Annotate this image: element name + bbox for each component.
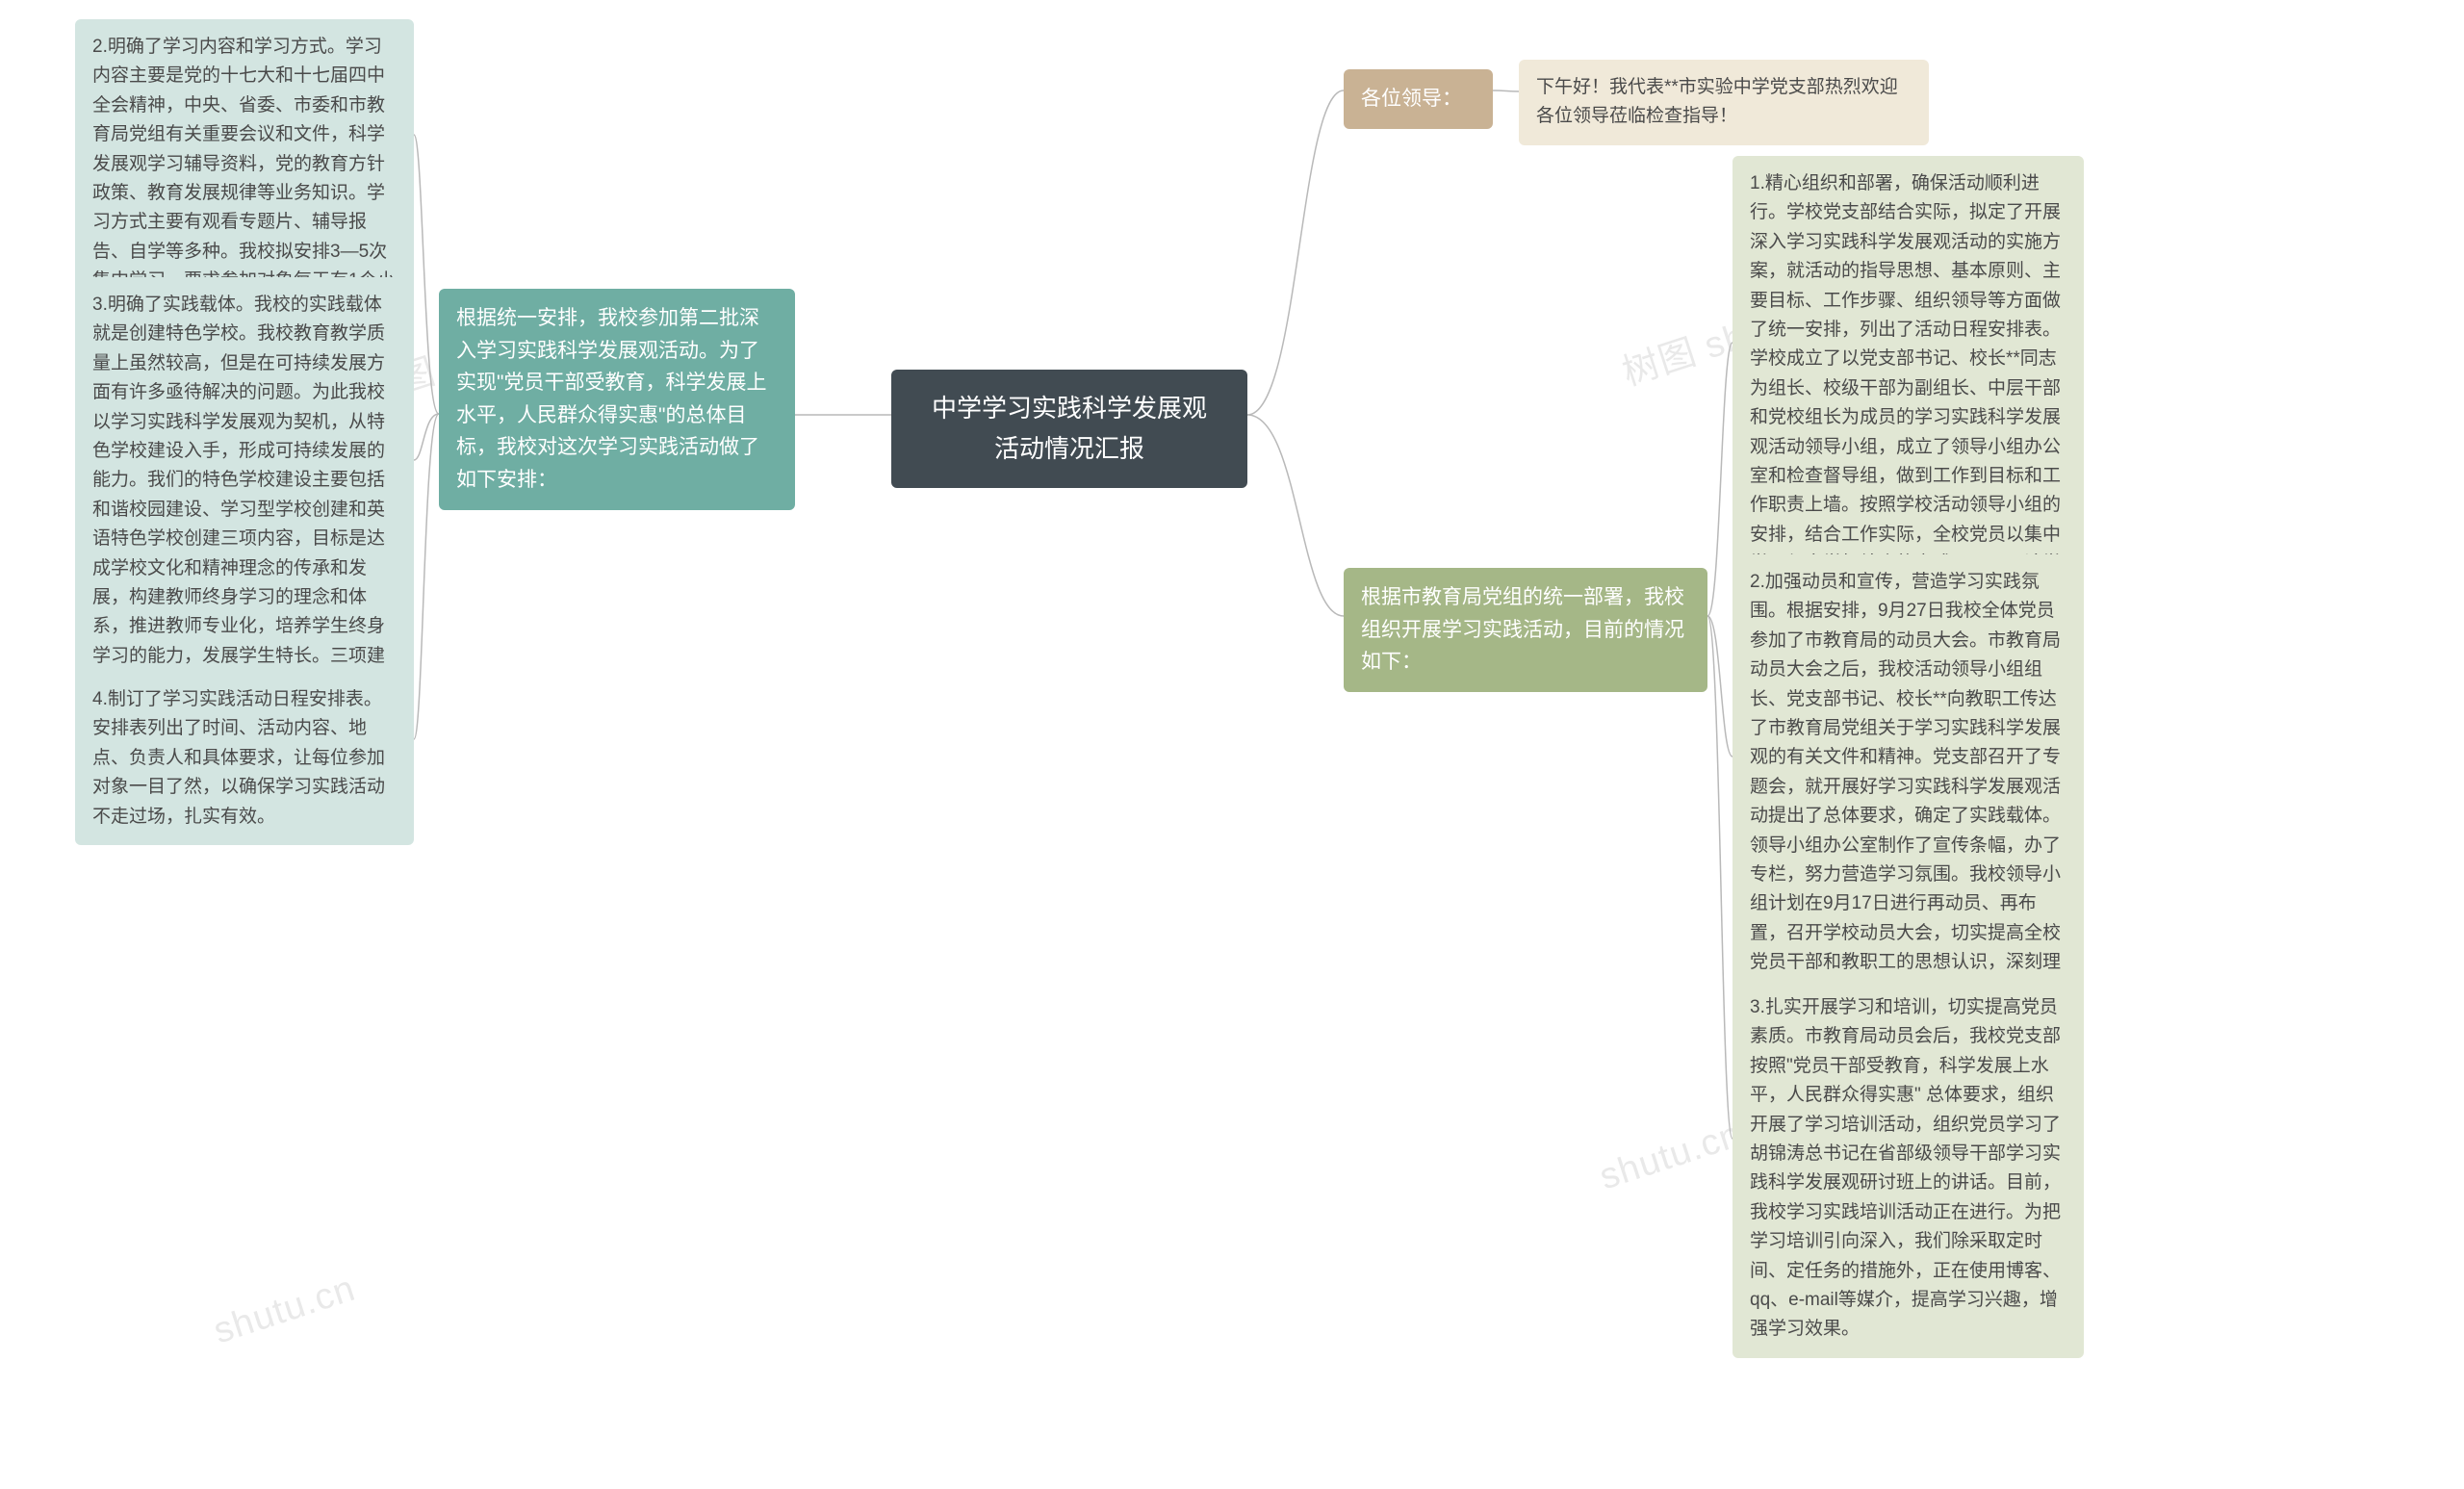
right-leaf-1a: 下午好！我代表**市实验中学党支部热烈欢迎各位领导莅临检查指导！	[1519, 60, 1929, 145]
right-branch-2: 根据市教育局党组的统一部署，我校组织开展学习实践活动，目前的情况如下：	[1344, 568, 1707, 692]
left-branch: 根据统一安排，我校参加第二批深入学习实践科学发展观活动。为了实现"党员干部受教育…	[439, 289, 795, 510]
right-leaf-2c: 3.扎实开展学习和培训，切实提高党员素质。市教育局动员会后，我校党支部按照"党员…	[1732, 980, 2084, 1358]
watermark: shutu.cn	[209, 1269, 361, 1353]
root-node: 中学学习实践科学发展观 活动情况汇报	[891, 370, 1247, 488]
watermark: shutu.cn	[1595, 1115, 1747, 1199]
left-leaf-3: 4.制订了学习实践活动日程安排表。安排表列出了时间、活动内容、地点、负责人和具体…	[75, 672, 414, 845]
root-title-line2: 活动情况汇报	[914, 429, 1224, 470]
right-branch-1: 各位领导：	[1344, 69, 1493, 129]
root-title-line1: 中学学习实践科学发展观	[914, 389, 1224, 429]
